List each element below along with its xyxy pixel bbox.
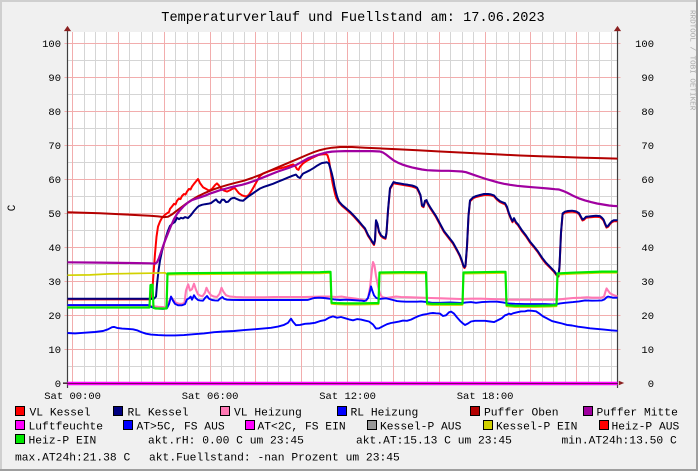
svg-text:90: 90 [641, 73, 654, 85]
svg-text:akt.Fuellstand: -nan Prozent u: akt.Fuellstand: -nan Prozent um 23:45 [149, 453, 400, 465]
svg-text:RL Heizung: RL Heizung [351, 408, 419, 420]
svg-text:90: 90 [48, 73, 61, 85]
svg-text:60: 60 [48, 175, 61, 187]
svg-text:70: 70 [48, 141, 61, 153]
svg-text:Sat 00:00: Sat 00:00 [44, 391, 101, 403]
svg-text:Heiz-P EIN: Heiz-P EIN [29, 436, 97, 448]
svg-text:VL Heizung: VL Heizung [234, 408, 302, 420]
svg-text:10: 10 [641, 345, 654, 357]
svg-text:Luftfeuchte: Luftfeuchte [29, 422, 104, 434]
svg-text:Sat 18:00: Sat 18:00 [457, 391, 514, 403]
svg-text:AT>5C, FS AUS: AT>5C, FS AUS [137, 422, 225, 434]
svg-text:Puffer Mitte: Puffer Mitte [597, 408, 679, 420]
svg-text:RL Kessel: RL Kessel [128, 408, 189, 420]
svg-text:70: 70 [641, 141, 654, 153]
svg-text:Puffer Oben: Puffer Oben [484, 408, 559, 420]
svg-text:Sat 12:00: Sat 12:00 [319, 391, 376, 403]
svg-text:RRDTOOL / TOBI OETIKER: RRDTOOL / TOBI OETIKER [688, 10, 696, 111]
svg-text:VL Kessel: VL Kessel [30, 408, 91, 420]
svg-text:0: 0 [648, 379, 654, 391]
svg-text:Kessel-P AUS: Kessel-P AUS [380, 422, 462, 434]
svg-text:100: 100 [42, 39, 61, 51]
svg-text:AT<2C, FS EIN: AT<2C, FS EIN [258, 422, 346, 434]
svg-text:min.AT24h:13.50 C: min.AT24h:13.50 C [562, 436, 677, 448]
svg-text:Heiz-P AUS: Heiz-P AUS [612, 422, 680, 434]
svg-text:Kessel-P EIN: Kessel-P EIN [496, 422, 577, 434]
svg-text:Temperaturverlauf und Fuellsta: Temperaturverlauf und Fuellstand am: 17.… [161, 11, 544, 26]
svg-text:akt.rH: 0.00 C um 23:45: akt.rH: 0.00 C um 23:45 [148, 436, 304, 448]
svg-text:max.AT24h:21.38 C: max.AT24h:21.38 C [15, 453, 130, 465]
svg-text:Sat 06:00: Sat 06:00 [182, 391, 239, 403]
svg-text:10: 10 [48, 345, 61, 357]
svg-text:20: 20 [48, 311, 61, 323]
svg-text:100: 100 [635, 39, 654, 51]
svg-text:80: 80 [48, 107, 61, 119]
svg-text:50: 50 [48, 209, 61, 221]
svg-text:30: 30 [641, 277, 654, 289]
svg-text:30: 30 [48, 277, 61, 289]
svg-text:60: 60 [641, 175, 654, 187]
svg-text:C: C [7, 204, 19, 211]
svg-text:40: 40 [48, 243, 61, 255]
svg-text:akt.AT:15.13 C um 23:45: akt.AT:15.13 C um 23:45 [356, 436, 512, 448]
svg-text:50: 50 [641, 209, 654, 221]
svg-text:0: 0 [55, 379, 61, 391]
svg-text:80: 80 [641, 107, 654, 119]
svg-text:20: 20 [641, 311, 654, 323]
svg-text:40: 40 [641, 243, 654, 255]
